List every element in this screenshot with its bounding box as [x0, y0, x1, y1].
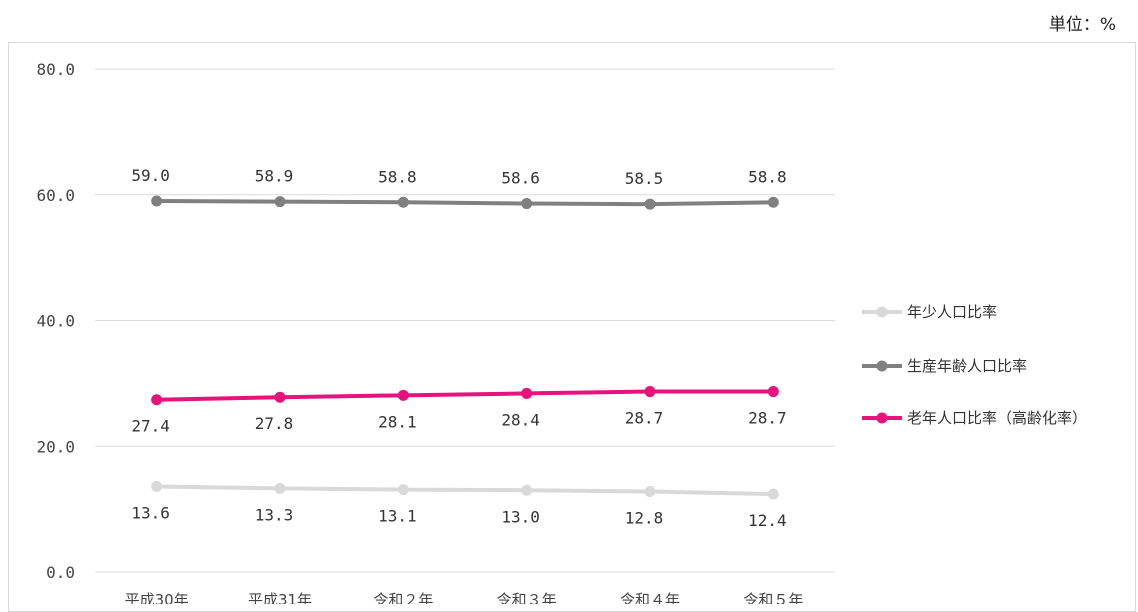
- data-point: [151, 195, 163, 207]
- data-label: 58.9: [255, 167, 294, 186]
- data-label: 13.1: [378, 507, 417, 526]
- y-tick-label: 0.0: [46, 563, 75, 582]
- x-tick-label: 令和５年: [743, 591, 803, 604]
- x-tick-label: 令和３年: [497, 591, 557, 604]
- data-point: [644, 486, 656, 498]
- data-label: 27.8: [255, 414, 294, 433]
- data-label: 58.8: [748, 167, 787, 186]
- data-label: 27.4: [131, 417, 170, 436]
- data-label: 59.0: [131, 166, 170, 185]
- legend-label: 年少人口比率: [907, 303, 997, 321]
- y-tick-label: 40.0: [36, 312, 75, 331]
- x-tick-label: 令和２年: [373, 591, 433, 604]
- data-point: [521, 484, 533, 496]
- data-label: 28.7: [625, 409, 664, 428]
- data-point: [521, 198, 533, 210]
- data-label: 13.0: [501, 507, 540, 526]
- data-point: [397, 389, 409, 401]
- unit-label: 単位：%: [1048, 15, 1116, 35]
- legend-item: 年少人口比率: [862, 303, 997, 321]
- legend-item: 生産年齢人口比率: [862, 357, 1027, 375]
- data-label: 28.7: [748, 409, 787, 428]
- data-label: 58.5: [625, 169, 664, 188]
- data-label: 12.4: [748, 511, 787, 530]
- series-line-2: [154, 389, 776, 402]
- legend-swatch-marker: [876, 306, 888, 318]
- y-tick-label: 20.0: [36, 437, 75, 456]
- legend-swatch-marker: [876, 412, 888, 424]
- x-tick-label: 平成30年: [125, 591, 189, 604]
- x-tick-label: 令和４年: [620, 591, 680, 604]
- data-point: [151, 480, 163, 492]
- legend-item: 老年人口比率（高齢化率）: [862, 409, 1087, 427]
- y-tick-label: 80.0: [36, 60, 75, 79]
- data-label: 28.4: [501, 410, 540, 429]
- y-tick-label: 60.0: [36, 186, 75, 205]
- data-point: [644, 386, 656, 398]
- data-point: [151, 394, 163, 406]
- legend-swatch-marker: [876, 360, 888, 372]
- legend-label: 生産年齢人口比率: [907, 357, 1027, 375]
- series-line-0: [154, 484, 776, 497]
- legend-label: 老年人口比率（高齢化率）: [907, 409, 1087, 427]
- data-point: [767, 386, 779, 398]
- data-label: 58.8: [378, 167, 417, 186]
- x-tick-label: 平成31年: [248, 591, 312, 604]
- data-point: [767, 196, 779, 208]
- data-label: 13.6: [131, 503, 170, 522]
- series-line-1: [154, 199, 776, 207]
- data-point: [397, 484, 409, 496]
- data-point: [767, 488, 779, 500]
- data-label: 28.1: [378, 412, 417, 431]
- data-point: [397, 196, 409, 208]
- data-label: 12.8: [625, 509, 664, 528]
- data-point: [521, 387, 533, 399]
- data-point: [644, 198, 656, 210]
- data-label: 58.6: [501, 169, 540, 188]
- data-point: [274, 482, 286, 494]
- data-label: 13.3: [255, 505, 294, 524]
- data-point: [274, 391, 286, 403]
- data-point: [274, 196, 286, 208]
